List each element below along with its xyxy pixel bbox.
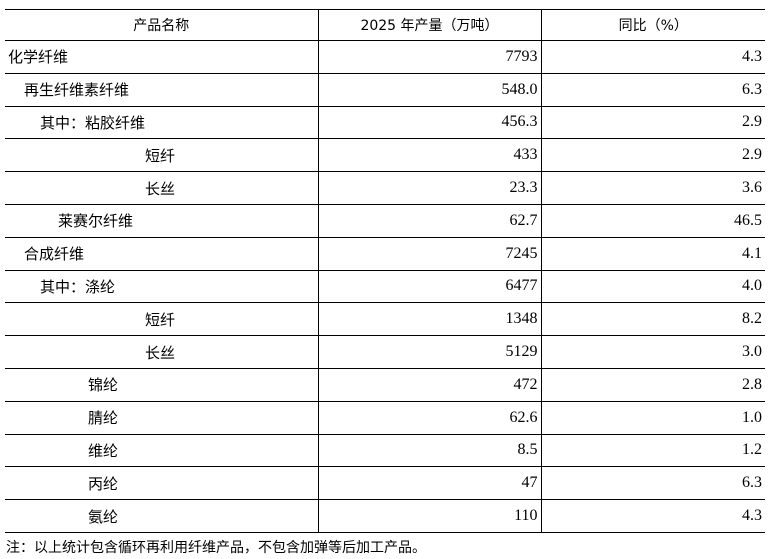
table-row: 腈纶 62.6 1.0 [5, 400, 765, 435]
yoy-cell: 1.0 [540, 400, 765, 435]
product-name-cell: 化学纤维 [5, 40, 319, 74]
product-name-cell: 锦纶 [5, 367, 319, 402]
table-row: 再生纤维素纤维 548.0 6.3 [5, 72, 765, 107]
fiber-output-table: 产品名称 2025 年产量（万吨） 同比（%） 化学纤维 7793 4.3 再生纤维素… [5, 9, 765, 533]
output-cell: 62.7 [317, 203, 542, 238]
header-yoy: 同比（%） [540, 9, 765, 41]
product-name-cell: 合成纤维 [5, 236, 319, 271]
product-name-cell: 莱赛尔纤维 [5, 203, 319, 238]
yoy-cell: 4.0 [540, 269, 765, 304]
yoy-cell: 2.8 [540, 367, 765, 402]
footnote: 注：以上统计包含循环再利用纤维产品，不包含加弹等后加工产品。 [6, 540, 426, 556]
output-cell: 7245 [317, 236, 542, 271]
table-row: 莱赛尔纤维 62.7 46.5 [5, 203, 765, 238]
output-cell: 7793 [317, 40, 542, 74]
yoy-cell: 6.3 [540, 72, 765, 107]
yoy-cell: 46.5 [540, 203, 765, 238]
product-name-cell: 其中：涤纶 [5, 269, 319, 304]
product-name-cell: 长丝 [5, 335, 319, 369]
yoy-cell: 2.9 [540, 138, 765, 173]
table-row: 锦纶 472 2.8 [5, 367, 765, 402]
product-name-cell: 氨纶 [5, 499, 319, 533]
output-cell: 1348 [317, 302, 542, 337]
output-cell: 6477 [317, 269, 542, 304]
yoy-cell: 4.3 [540, 499, 765, 533]
output-cell: 23.3 [317, 171, 542, 205]
product-name-cell: 丙纶 [5, 466, 319, 501]
table-row: 长丝 5129 3.0 [5, 335, 765, 369]
output-cell: 62.6 [317, 400, 542, 435]
product-name-cell: 短纤 [5, 138, 319, 173]
table-row: 其中：涤纶 6477 4.0 [5, 269, 765, 304]
output-cell: 548.0 [317, 72, 542, 107]
table-row: 其中：粘胶纤维 456.3 2.9 [5, 105, 765, 140]
product-name-cell: 长丝 [5, 171, 319, 205]
product-name-cell: 维纶 [5, 433, 319, 468]
table-row: 氨纶 110 4.3 [5, 499, 765, 533]
table-row: 维纶 8.5 1.2 [5, 433, 765, 468]
table-header-row: 产品名称 2025 年产量（万吨） 同比（%） [5, 9, 765, 41]
table-row: 短纤 433 2.9 [5, 138, 765, 173]
yoy-cell: 3.0 [540, 335, 765, 369]
output-cell: 8.5 [317, 433, 542, 468]
output-cell: 456.3 [317, 105, 542, 140]
output-cell: 433 [317, 138, 542, 173]
yoy-cell: 3.6 [540, 171, 765, 205]
table-row: 化学纤维 7793 4.3 [5, 40, 765, 74]
yoy-cell: 4.3 [540, 40, 765, 74]
output-cell: 472 [317, 367, 542, 402]
yoy-cell: 1.2 [540, 433, 765, 468]
header-output: 2025 年产量（万吨） [317, 9, 542, 41]
product-name-cell: 短纤 [5, 302, 319, 337]
product-name-cell: 其中：粘胶纤维 [5, 105, 319, 140]
yoy-cell: 2.9 [540, 105, 765, 140]
product-name-cell: 再生纤维素纤维 [5, 72, 319, 107]
table-row: 长丝 23.3 3.6 [5, 171, 765, 205]
header-product-name: 产品名称 [5, 9, 319, 41]
yoy-cell: 6.3 [540, 466, 765, 501]
output-cell: 110 [317, 499, 542, 533]
table-row: 短纤 1348 8.2 [5, 302, 765, 337]
output-cell: 5129 [317, 335, 542, 369]
yoy-cell: 4.1 [540, 236, 765, 271]
table-row: 丙纶 47 6.3 [5, 466, 765, 501]
yoy-cell: 8.2 [540, 302, 765, 337]
product-name-cell: 腈纶 [5, 400, 319, 435]
table-row: 合成纤维 7245 4.1 [5, 236, 765, 271]
output-cell: 47 [317, 466, 542, 501]
